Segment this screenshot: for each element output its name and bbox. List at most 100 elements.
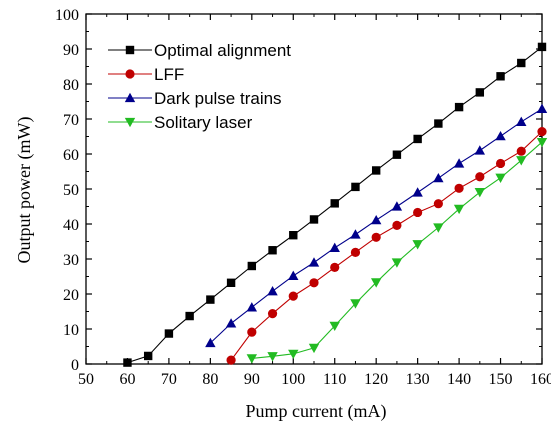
data-point bbox=[205, 337, 216, 348]
data-point bbox=[330, 262, 340, 272]
series-line bbox=[209, 108, 543, 344]
data-point bbox=[143, 351, 153, 361]
data-point bbox=[330, 199, 339, 208]
data-point bbox=[247, 327, 257, 337]
y-tick-label: 20 bbox=[63, 287, 79, 304]
data-point bbox=[475, 172, 485, 182]
y-tick-label: 30 bbox=[63, 252, 79, 269]
legend-marker bbox=[125, 69, 135, 79]
x-tick-label: 60 bbox=[119, 371, 135, 388]
data-point bbox=[206, 295, 215, 304]
y-tick-label: 40 bbox=[63, 217, 79, 234]
data-point bbox=[433, 172, 444, 183]
data-point bbox=[123, 358, 132, 367]
legend-item-0: Optimal alignment bbox=[108, 41, 291, 60]
data-point bbox=[371, 166, 381, 175]
data-point bbox=[164, 329, 174, 338]
series-0 bbox=[123, 42, 547, 367]
data-point bbox=[453, 204, 465, 215]
legend-label: Dark pulse trains bbox=[154, 89, 282, 108]
data-point bbox=[495, 130, 506, 141]
y-tick-label: 90 bbox=[63, 42, 79, 59]
data-point bbox=[289, 231, 298, 240]
y-tick-label: 100 bbox=[55, 7, 79, 24]
data-point bbox=[454, 102, 464, 112]
data-point bbox=[475, 88, 485, 97]
data-point bbox=[495, 173, 506, 183]
x-axis-title: Pump current (mA) bbox=[246, 401, 387, 422]
x-tick-label: 120 bbox=[364, 371, 388, 388]
data-point bbox=[392, 150, 402, 159]
x-tick-label: 80 bbox=[202, 371, 218, 388]
data-point bbox=[267, 309, 278, 319]
y-tick-label: 0 bbox=[71, 357, 79, 374]
data-point bbox=[370, 214, 382, 225]
data-point bbox=[309, 278, 319, 288]
data-point bbox=[350, 247, 361, 257]
data-point bbox=[370, 278, 382, 288]
x-tick-label: 70 bbox=[161, 371, 177, 388]
data-point bbox=[433, 199, 443, 209]
data-point bbox=[329, 242, 340, 252]
x-tick-label: 150 bbox=[489, 371, 513, 388]
data-point bbox=[474, 187, 486, 198]
data-point bbox=[350, 299, 361, 309]
data-point bbox=[537, 127, 547, 137]
data-point bbox=[474, 145, 486, 155]
y-tick-label: 60 bbox=[63, 147, 79, 164]
y-tick-label: 50 bbox=[63, 182, 79, 199]
series-3 bbox=[246, 137, 548, 364]
data-point bbox=[329, 321, 340, 332]
data-point bbox=[288, 270, 299, 280]
data-point bbox=[391, 258, 403, 268]
data-point bbox=[495, 158, 506, 169]
x-tick-label: 160 bbox=[530, 371, 551, 388]
legend-marker bbox=[125, 45, 135, 55]
data-point bbox=[413, 207, 423, 218]
data-point bbox=[516, 146, 526, 156]
data-point bbox=[433, 223, 444, 233]
series-line bbox=[230, 131, 543, 361]
data-point bbox=[288, 349, 299, 360]
data-point bbox=[412, 187, 423, 197]
legend-item-3: Solitary laser bbox=[108, 113, 253, 132]
data-point bbox=[308, 343, 320, 354]
data-point bbox=[516, 116, 527, 126]
data-point bbox=[225, 318, 237, 328]
data-point bbox=[391, 201, 403, 211]
data-point bbox=[268, 246, 277, 255]
data-point bbox=[226, 278, 236, 287]
data-point bbox=[288, 291, 298, 301]
data-point bbox=[371, 232, 381, 242]
x-tick-label: 110 bbox=[323, 371, 346, 388]
data-point bbox=[350, 229, 361, 239]
data-point bbox=[517, 58, 526, 68]
legend-label: Optimal alignment bbox=[154, 41, 291, 60]
data-point bbox=[412, 240, 423, 250]
data-point bbox=[496, 72, 505, 81]
x-tick-label: 90 bbox=[244, 371, 260, 388]
data-point bbox=[454, 183, 464, 193]
data-point bbox=[536, 103, 548, 114]
data-point bbox=[537, 42, 547, 52]
legend-label: LFF bbox=[154, 65, 184, 84]
data-point bbox=[309, 215, 319, 224]
y-axis-title: Output power (mW) bbox=[14, 117, 35, 264]
x-tick-label: 130 bbox=[406, 371, 430, 388]
data-point bbox=[413, 134, 422, 144]
data-point bbox=[246, 302, 258, 312]
series-2 bbox=[205, 103, 548, 348]
data-point bbox=[185, 311, 194, 321]
data-point bbox=[246, 354, 258, 364]
data-point bbox=[392, 220, 402, 230]
y-tick-label: 10 bbox=[63, 322, 79, 339]
x-tick-label: 140 bbox=[447, 371, 471, 388]
legend-item-1: LFF bbox=[108, 65, 184, 84]
x-tick-label: 100 bbox=[281, 371, 305, 388]
data-point bbox=[308, 257, 320, 267]
data-point bbox=[247, 261, 257, 271]
data-point bbox=[434, 119, 443, 128]
legend-marker bbox=[124, 117, 136, 128]
data-point bbox=[267, 286, 278, 296]
